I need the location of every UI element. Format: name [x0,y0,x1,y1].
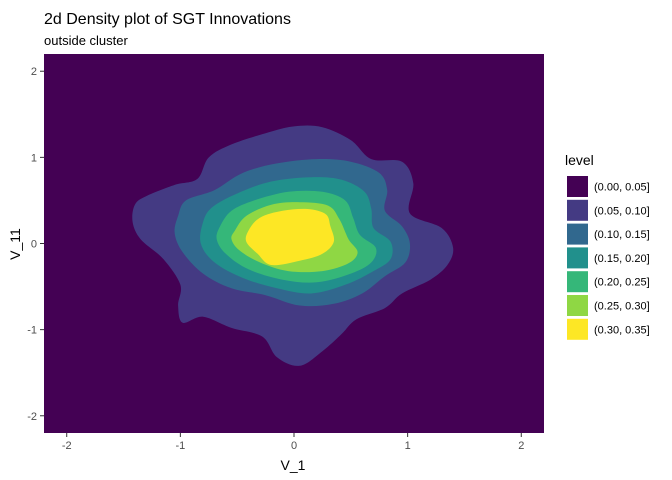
y-axis-title: V_11 [7,228,23,260]
legend-label: (0.20, 0.25] [594,277,650,289]
y-tick-label: 1 [31,152,37,164]
legend-label: (0.25, 0.30] [594,301,650,313]
legend-title: level [565,152,594,168]
contour-layer [132,125,454,366]
legend-label: (0.00, 0.05] [594,182,650,194]
y-tick-label: 0 [31,239,37,251]
x-axis-title: V_1 [281,457,306,473]
legend-swatch [567,295,588,316]
legend-label: (0.10, 0.15] [594,229,650,241]
x-tick-label: -2 [62,440,72,452]
y-tick-label: -1 [27,325,37,337]
legend-swatch [567,247,588,269]
legend-label: (0.30, 0.35] [594,324,650,336]
x-tick-label: 2 [518,440,524,452]
x-axis: -2 -1 0 1 2 [62,433,524,452]
plot-panel [44,54,544,433]
legend-swatch [567,199,588,221]
chart-subtitle: outside cluster [44,33,128,48]
x-tick-label: 1 [405,440,411,452]
y-tick-label: 2 [31,66,37,78]
x-tick-label: -1 [175,440,185,452]
legend-label: (0.05, 0.10] [594,205,650,217]
density-band-7 [245,208,335,266]
legend-swatch [567,176,588,197]
legend-swatch [567,271,588,293]
chart-title: 2d Density plot of SGT Innovations [44,11,291,28]
y-tick-label: -2 [27,411,37,423]
legend-swatch [567,318,588,340]
x-tick-label: 0 [291,440,297,452]
legend-swatch [567,223,588,245]
legend-items: (0.00, 0.05] (0.05, 0.10] (0.10, 0.15] (0.1… [567,176,650,340]
legend-label: (0.15, 0.20] [594,253,650,265]
y-axis: -2 -1 0 1 2 [27,66,44,423]
legend: level (0.00, 0.05] (0.05, 0.10] (0.10, 0.1… [565,152,650,340]
